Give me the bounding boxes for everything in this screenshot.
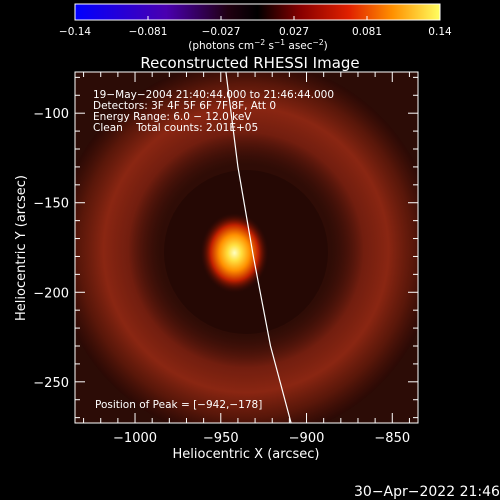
y-tick-label: −100 xyxy=(33,107,69,122)
x-axis-title: Heliocentric X (arcsec) xyxy=(173,447,320,462)
colorbar-tick-label: −0.14 xyxy=(59,26,91,38)
peak-position-label: Position of Peak = [−942,−178] xyxy=(95,399,262,411)
x-tick-label: −1000 xyxy=(113,431,157,446)
heatmap-image xyxy=(75,72,418,423)
annotation-line: Energy Range: 6.0 − 12.0 keV xyxy=(93,111,252,123)
colorbar-tick-label: −0.081 xyxy=(129,26,168,38)
x-tick-label: −900 xyxy=(289,431,325,446)
timestamp: 30−Apr−2022 21:46 xyxy=(354,484,500,500)
solar-limb-line xyxy=(225,72,292,423)
colorbar-tick-label: 0.027 xyxy=(279,26,309,38)
colorbar-tick-label: 0.081 xyxy=(352,26,382,38)
x-tick-label: −850 xyxy=(374,431,410,446)
colorbar xyxy=(74,3,441,21)
annotation-line: Detectors: 3F 4F 5F 6F 7F 8F, Att 0 xyxy=(93,100,276,112)
plot-frame xyxy=(74,71,419,424)
chart-title: Reconstructed RHESSI Image xyxy=(140,54,359,72)
y-tick-label: −150 xyxy=(33,197,69,212)
annotation-line: Clean Total counts: 2.01E+05 xyxy=(93,122,258,134)
annotation-line: 19−May−2004 21:40:44.000 to 21:46:44.000 xyxy=(93,89,334,101)
y-axis-title: Heliocentric Y (arcsec) xyxy=(14,175,29,321)
y-tick-label: −200 xyxy=(33,286,69,301)
colorbar-tick-label: 0.14 xyxy=(428,26,452,38)
peak-source xyxy=(200,212,269,293)
y-tick-label: −250 xyxy=(33,376,69,391)
colorbar-tick-label: −0.027 xyxy=(202,26,241,38)
x-tick-label: −950 xyxy=(203,431,239,446)
colorbar-unit-label: (photons cm−2 s−1 asec−2) xyxy=(188,38,327,52)
colorbar-ticks xyxy=(74,16,441,20)
axis-ticks xyxy=(75,72,418,423)
